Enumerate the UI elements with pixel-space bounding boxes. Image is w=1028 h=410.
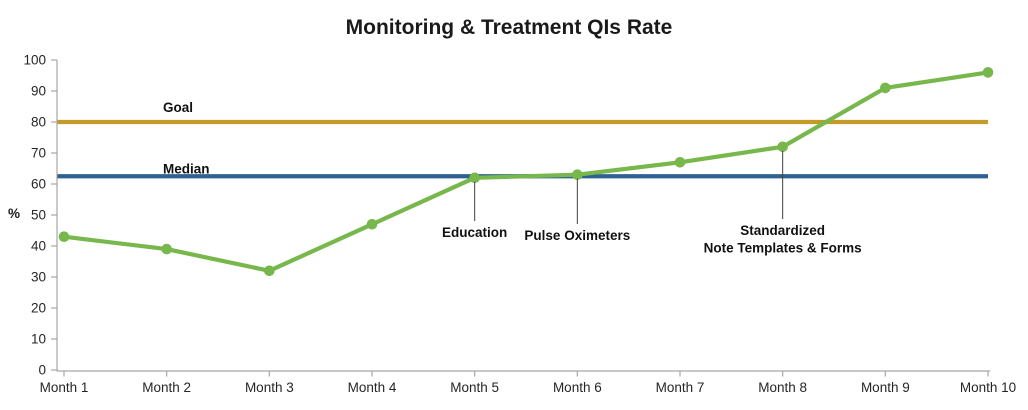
data-point-month-3 xyxy=(264,265,275,277)
y-tick-label: 30 xyxy=(31,270,46,285)
annotations: Education Pulse Oximeters Standardized Note… xyxy=(442,150,862,256)
y-tick-label: 70 xyxy=(31,146,46,161)
y-tick-label: 0 xyxy=(38,363,46,378)
data-point-month-6 xyxy=(572,169,583,180)
y-tick-label: 20 xyxy=(31,301,46,316)
y-tick-label: 60 xyxy=(31,177,46,192)
data-point-month-2 xyxy=(161,243,172,255)
reference-line-label-median: Median xyxy=(163,161,210,176)
x-tick-label: Month 4 xyxy=(348,380,397,395)
x-tick-label: Month 2 xyxy=(142,380,191,395)
annotation-label: Standardized xyxy=(740,223,825,238)
axes: 0 10 20 30 40 50 60 70 80 90 100 Month 1 Month 2 Mont… xyxy=(23,53,1016,396)
data-point-month-7 xyxy=(674,157,686,168)
data-point-month-10 xyxy=(982,67,994,78)
annotation-label: Note Templates & Forms xyxy=(704,241,862,256)
series-line xyxy=(61,70,991,273)
reference-line-label-goal: Goal xyxy=(163,100,193,115)
y-tick-label: 40 xyxy=(31,239,46,254)
x-tick-label: Month 3 xyxy=(245,380,294,395)
annotation-label: Education xyxy=(442,225,507,240)
x-tick-label: Month 7 xyxy=(656,380,705,395)
data-series xyxy=(58,67,994,277)
x-tick-label: Month 9 xyxy=(861,380,910,395)
y-tick-label: 10 xyxy=(31,332,46,347)
y-axis-unit-label: % xyxy=(8,206,20,221)
x-tick-label: Month 1 xyxy=(40,380,89,395)
x-tick-label: Month 5 xyxy=(450,380,499,395)
data-point-month-5 xyxy=(469,172,480,184)
y-tick-label: 90 xyxy=(31,84,46,99)
y-tick-label: 80 xyxy=(31,115,46,130)
annotation-label: Pulse Oximeters xyxy=(524,228,630,243)
data-point-month-8 xyxy=(777,141,788,153)
y-tick-label: 50 xyxy=(31,208,46,223)
data-point-month-4 xyxy=(366,219,378,230)
data-point-month-9 xyxy=(880,82,891,94)
data-point-month-1 xyxy=(58,231,70,242)
chart-title: Monitoring & Treatment QIs Rate xyxy=(346,16,673,39)
x-tick-label: Month 10 xyxy=(960,380,1016,395)
x-tick-label: Month 6 xyxy=(553,380,602,395)
x-tick-label: Month 8 xyxy=(758,380,807,395)
y-tick-label: 100 xyxy=(23,53,46,68)
